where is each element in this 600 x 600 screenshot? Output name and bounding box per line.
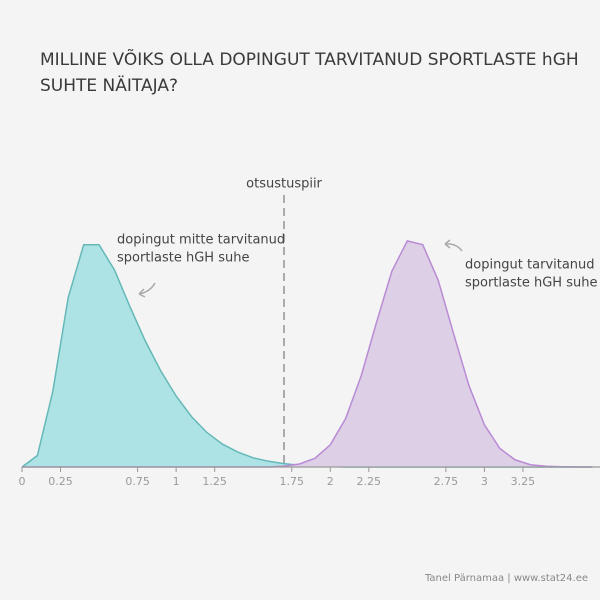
- x-tick-label: 2.25: [357, 475, 382, 488]
- x-tick-label: 1: [173, 475, 180, 488]
- area: [22, 244, 593, 467]
- chart-title: MILLINE VÕIKS OLLA DOPINGUT TARVITANUD S…: [40, 48, 579, 70]
- x-tick-label: 1.75: [279, 475, 304, 488]
- series-label: dopingut tarvitanud: [465, 258, 595, 273]
- series-label: sportlaste hGH suhe: [465, 276, 597, 291]
- credit: Tanel Pärnamaa | www.stat24.ee: [424, 573, 588, 584]
- x-tick-label: 3.25: [511, 475, 536, 488]
- series-label: dopingut mitte tarvitanud: [117, 233, 285, 248]
- series-label: sportlaste hGH suhe: [117, 251, 249, 266]
- x-tick-label: 0: [19, 475, 26, 488]
- area: [22, 240, 593, 467]
- x-tick-label: 2: [327, 475, 334, 488]
- arrow: [444, 239, 463, 252]
- arrow: [138, 282, 156, 298]
- chart-title: SUHTE NÄITAJA?: [40, 75, 178, 96]
- x-tick-label: 3: [481, 475, 488, 488]
- x-tick-label: 0.75: [125, 475, 150, 488]
- x-tick-label: 0.25: [48, 475, 73, 488]
- x-tick-label: 1.25: [202, 475, 227, 488]
- threshold-label: otsustuspiir: [246, 177, 322, 192]
- x-tick-label: 2.75: [434, 475, 459, 488]
